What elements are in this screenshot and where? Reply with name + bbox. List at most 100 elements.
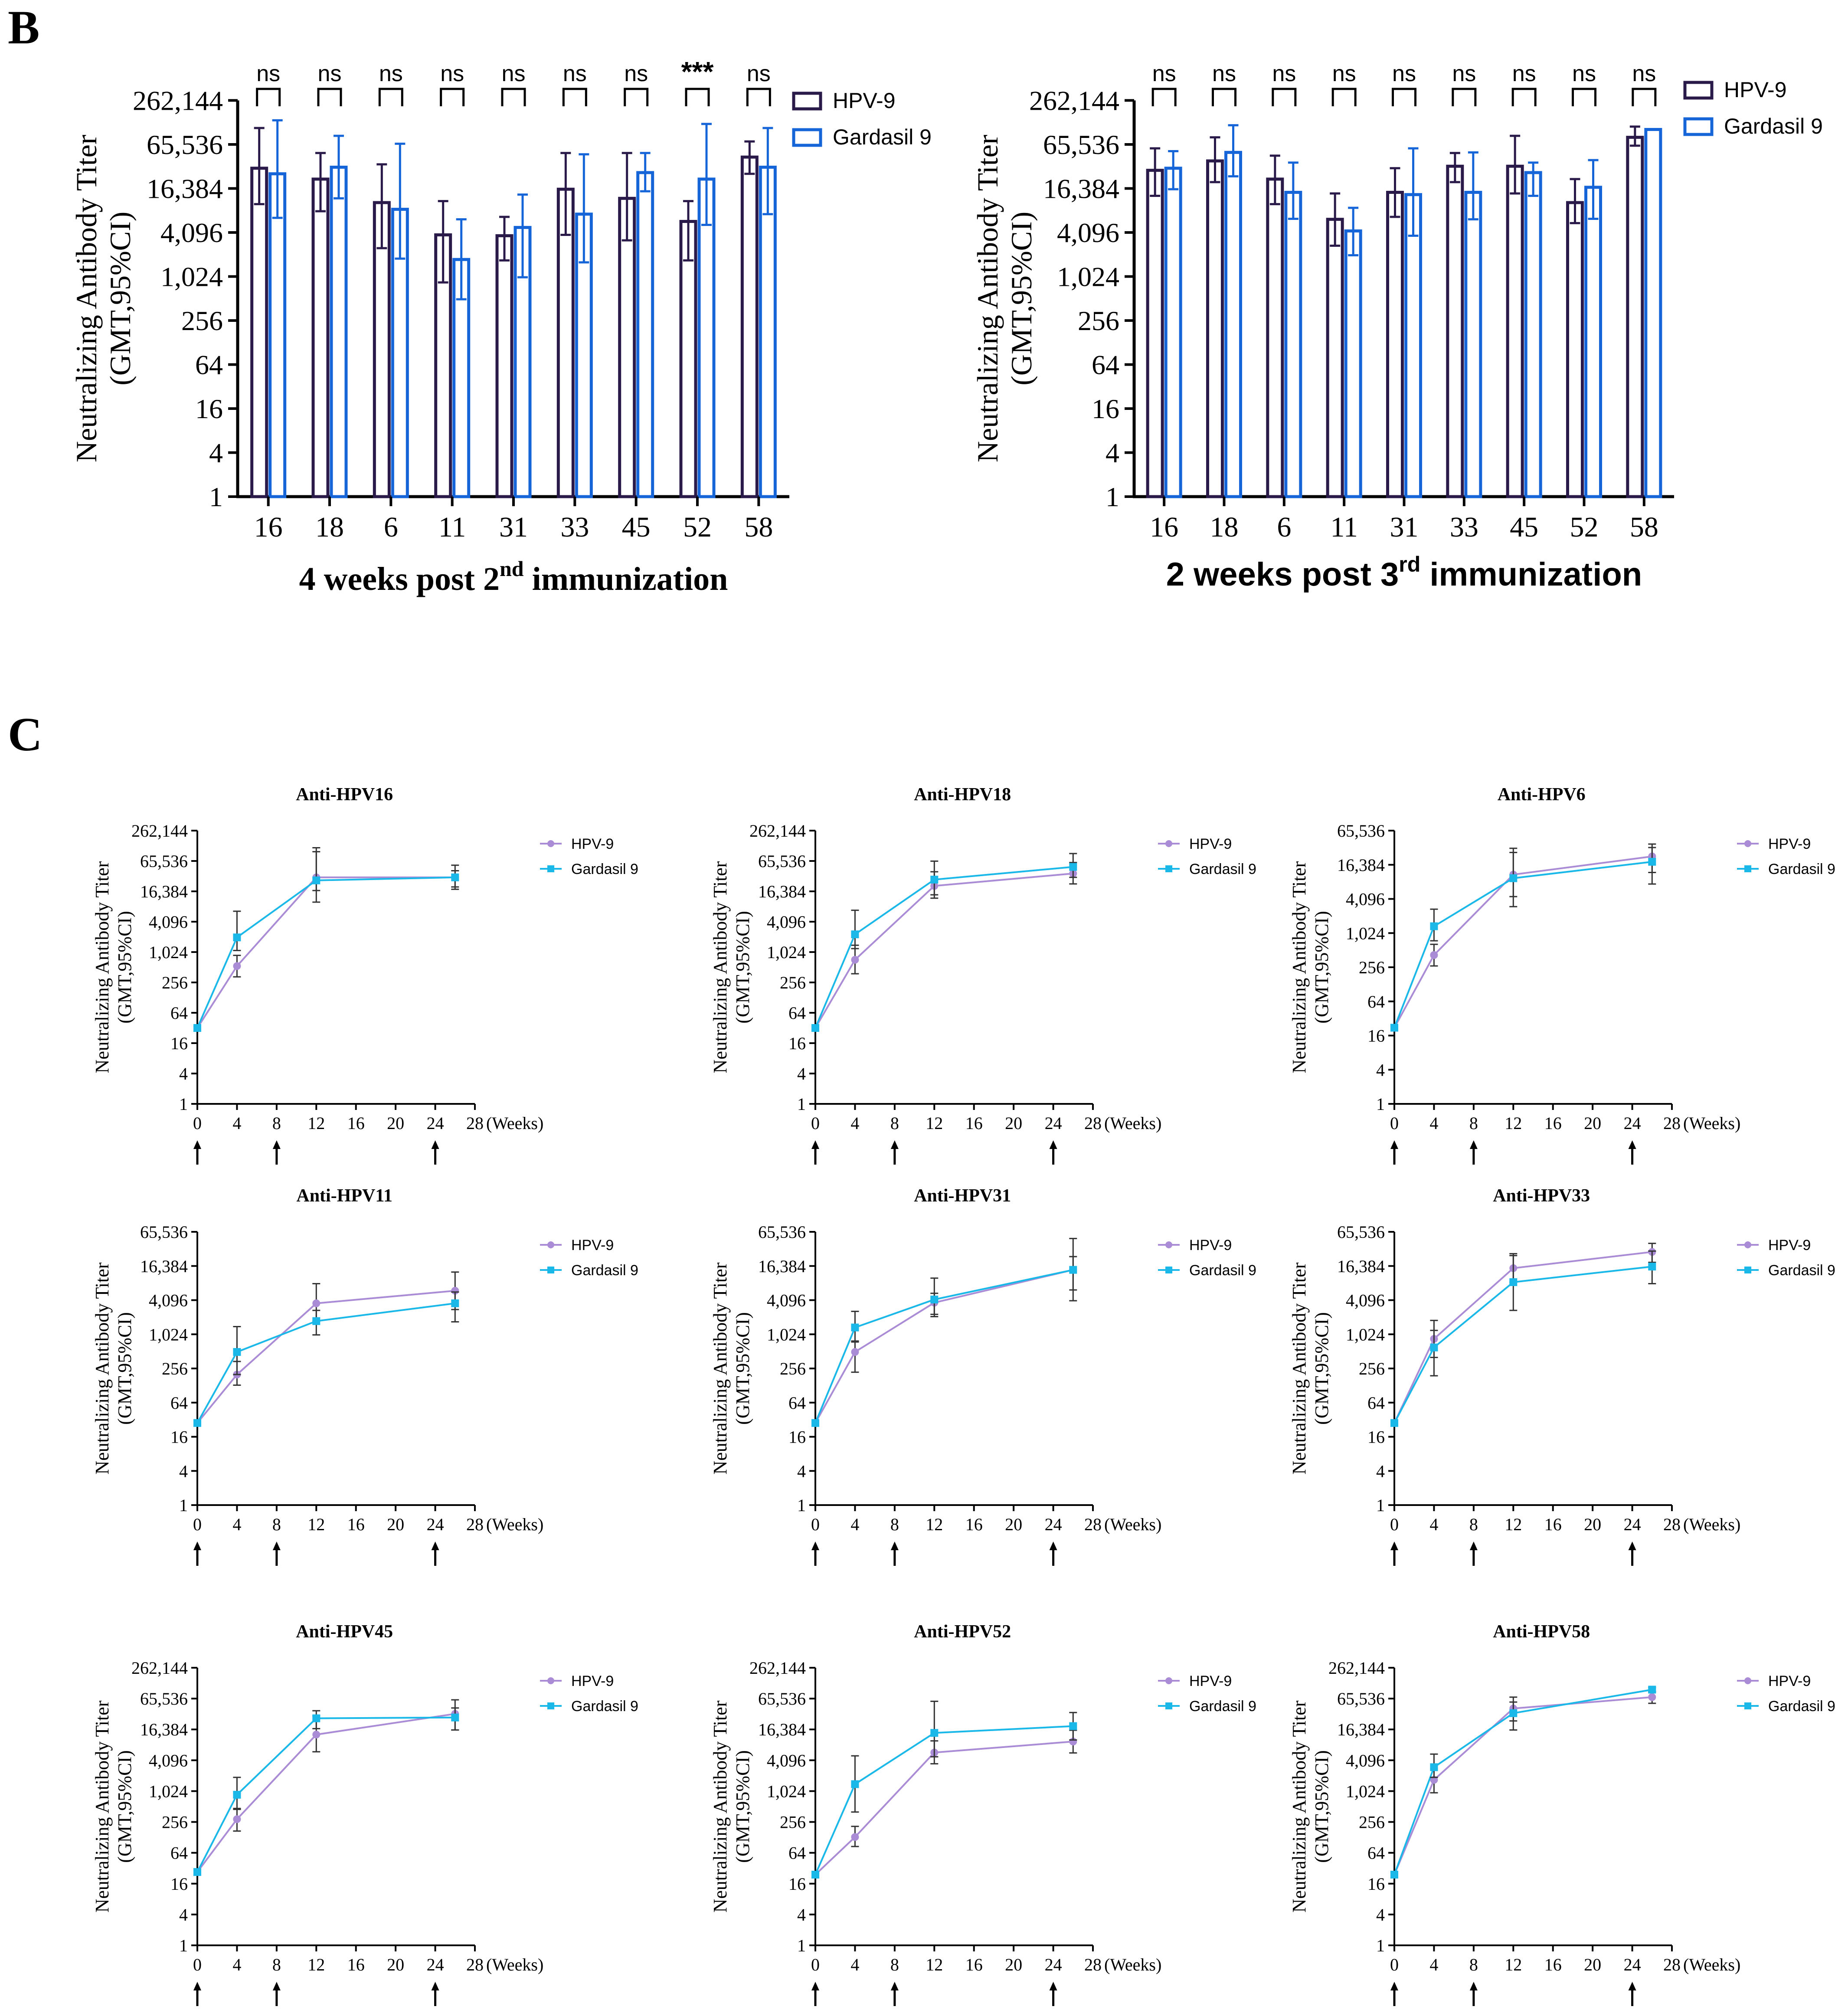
y-tick-label: 65,536 <box>758 1222 806 1242</box>
legend-marker <box>1744 865 1751 872</box>
bar-Gardasil 9-11 <box>1344 229 1362 498</box>
y-tick-label: 262,144 <box>131 821 188 841</box>
title-text-end: immunization <box>524 561 728 597</box>
significance-label: ns <box>256 61 280 86</box>
y-tick-label: 262,144 <box>131 1658 188 1678</box>
x-tick-label: 11 <box>438 511 466 543</box>
x-tick-label: 20 <box>1584 1955 1601 1974</box>
y-tick-label: 1,024 <box>1346 1325 1385 1344</box>
y-label-line1: Neutralizing Antibody Titer <box>1289 1262 1310 1474</box>
chart-title: 4 weeks post 2nd immunization <box>299 556 728 597</box>
y-tick-label: 1,024 <box>767 1325 806 1344</box>
y-tick-label: 4 <box>179 1064 188 1083</box>
y-tick-label: 65,536 <box>140 1689 188 1709</box>
x-tick-label: 20 <box>1005 1113 1022 1133</box>
y-tick-label: 1 <box>797 1094 806 1114</box>
x-tick-label: 24 <box>427 1113 444 1133</box>
data-point-Gardasil 9 <box>1069 1722 1077 1730</box>
bar-HPV-9-18 <box>311 177 330 498</box>
significance-bracket <box>1452 88 1477 106</box>
significance-label: ns <box>747 61 771 86</box>
bar-HPV-9-45 <box>618 196 636 498</box>
y-tick-label: 1,024 <box>767 943 806 962</box>
bar-HPV-9-6 <box>1266 177 1284 498</box>
x-axis-label: (Weeks) <box>1683 1955 1740 1974</box>
y-tick-label: 4,096 <box>160 217 223 248</box>
x-axis-label: (Weeks) <box>486 1955 543 1974</box>
x-tick-label: 20 <box>1584 1113 1601 1133</box>
y-tick-label: 65,536 <box>758 851 806 871</box>
bar-Gardasil 9-45 <box>636 171 654 498</box>
dose-arrow-head <box>1469 1140 1478 1149</box>
dose-arrow-head <box>431 1140 439 1149</box>
y-tick-label: 4 <box>1376 1060 1385 1080</box>
y-label-line2: (GMT,95%CI) <box>114 1312 135 1424</box>
x-axis-label: (Weeks) <box>1683 1113 1740 1133</box>
y-tick-label: 16,384 <box>1337 1720 1385 1739</box>
x-tick-label: 4 <box>850 1113 859 1133</box>
legend-marker <box>1165 1702 1172 1709</box>
y-tick-label: 4,096 <box>1346 890 1385 909</box>
x-tick-label: 28 <box>1084 1955 1102 1974</box>
data-point-Gardasil 9 <box>1648 1263 1656 1271</box>
y-tick-label: 256 <box>162 1359 188 1378</box>
dose-arrow-head <box>890 1542 899 1550</box>
x-tick-label: 4 <box>850 1955 859 1974</box>
y-tick-label: 262,144 <box>1029 85 1119 116</box>
data-point-Gardasil 9 <box>851 930 859 939</box>
y-tick-label: 64 <box>788 1843 806 1863</box>
x-tick-label: 31 <box>1390 511 1419 543</box>
chart-title: Anti-HPV18 <box>914 785 1011 805</box>
series-line-HPV-9 <box>814 1741 1073 1876</box>
significance-label: ns <box>1212 61 1236 86</box>
significance-label: ns <box>1632 61 1656 86</box>
x-tick-label: 18 <box>315 511 344 543</box>
y-tick-label: 16,384 <box>1337 855 1385 875</box>
legend-label: HPV-9 <box>1189 1237 1232 1254</box>
y-tick-label: 65,536 <box>140 851 188 871</box>
significance-bracket <box>501 88 526 106</box>
data-point-Gardasil 9 <box>851 1780 859 1788</box>
y-tick-label: 256 <box>780 1359 806 1378</box>
y-tick-label: 1 <box>1376 1936 1385 1955</box>
y-label-line2: (GMT,95%CI) <box>1005 212 1038 386</box>
y-label-line2: (GMT,95%CI) <box>1311 911 1332 1023</box>
x-tick-label: 16 <box>347 1955 365 1974</box>
series-line-Gardasil 9 <box>814 1269 1073 1424</box>
y-label-line1: Neutralizing Antibody Titer <box>92 1700 113 1912</box>
x-tick-label: 12 <box>1505 1113 1522 1133</box>
x-tick-label: 52 <box>1570 511 1599 543</box>
panel-label-b: B <box>8 1 39 54</box>
x-tick-label: 16 <box>965 1515 983 1534</box>
y-tick-label: 4,096 <box>149 912 188 932</box>
legend-marker <box>1165 865 1172 872</box>
y-tick-label: 4 <box>797 1905 806 1925</box>
x-axis-label: (Weeks) <box>1104 1515 1161 1534</box>
y-tick-label: 4,096 <box>149 1291 188 1310</box>
data-point-Gardasil 9 <box>1430 922 1438 930</box>
series-line-Gardasil 9 <box>196 1716 455 1872</box>
data-point-Gardasil 9 <box>193 1419 201 1427</box>
dose-arrow-head <box>193 1542 201 1550</box>
y-tick-label: 256 <box>1359 958 1385 977</box>
series-line-Gardasil 9 <box>1393 1689 1652 1875</box>
y-tick-label: 16 <box>788 1874 806 1894</box>
significance-bracket <box>685 88 710 106</box>
legend-marker <box>547 1702 554 1709</box>
significance-bracket <box>378 88 403 106</box>
significance-bracket <box>256 88 281 106</box>
significance-bracket <box>624 88 649 106</box>
y-label-line1: Neutralizing Antibody Titer <box>1289 1700 1310 1912</box>
legend-marker <box>547 865 554 872</box>
x-tick-label: 28 <box>1663 1113 1681 1133</box>
data-point-Gardasil 9 <box>1069 863 1077 871</box>
bar-HPV-9-58 <box>740 155 759 498</box>
data-point-Gardasil 9 <box>930 1729 939 1737</box>
y-tick-label: 64 <box>788 1393 806 1413</box>
x-tick-label: 12 <box>1505 1515 1522 1534</box>
x-tick-label: 45 <box>1510 511 1538 543</box>
y-label-line2: (GMT,95%CI) <box>732 911 753 1023</box>
x-tick-label: 0 <box>1390 1955 1399 1974</box>
data-point-Gardasil 9 <box>1509 874 1518 882</box>
series-line-HPV-9 <box>1393 1696 1652 1875</box>
